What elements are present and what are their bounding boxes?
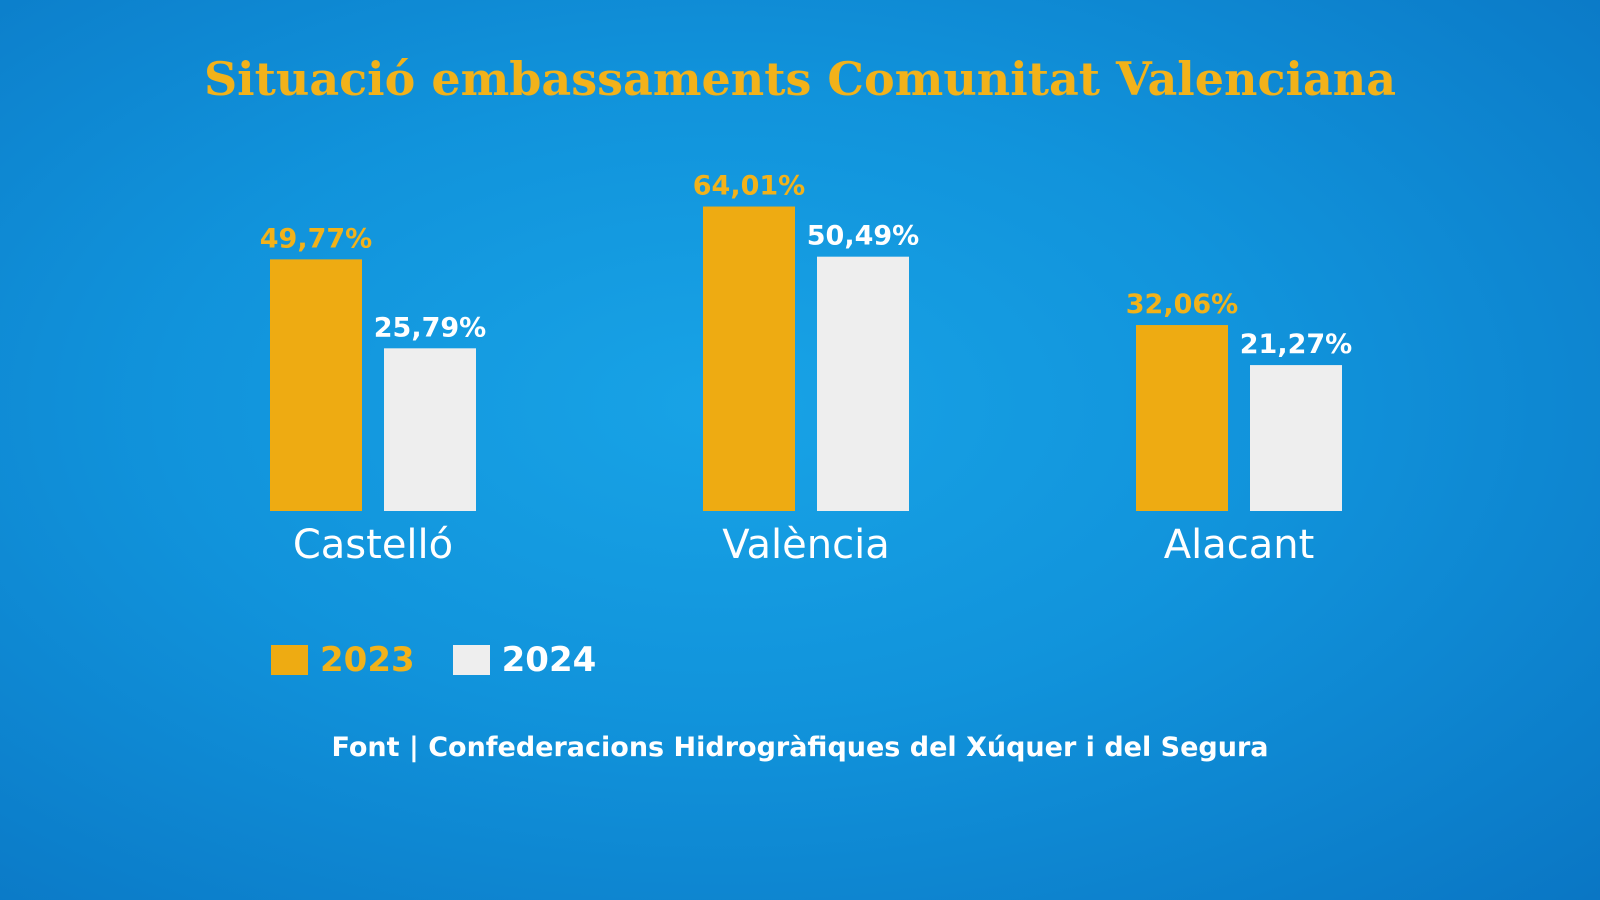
bar-2024-2: [1250, 365, 1342, 511]
legend: 2023 2024: [271, 640, 596, 680]
legend-swatch-2024: [452, 645, 490, 675]
bar-2024-1: [817, 256, 909, 511]
legend-swatch-2023: [271, 645, 308, 675]
data-label: 25,79%: [374, 312, 486, 343]
bar-2023-2: [1136, 325, 1228, 511]
category-label: València: [722, 522, 889, 568]
legend-label-2024: 2024: [501, 640, 597, 680]
data-label: 32,06%: [1126, 289, 1238, 320]
source-note: Font | Confederacions Hidrogràfiques del…: [331, 732, 1269, 763]
chart-title: Situació embassaments Comunitat Valencia…: [203, 52, 1397, 106]
data-label: 64,01%: [693, 171, 805, 202]
category-label: Castelló: [293, 522, 453, 568]
category-label: Alacant: [1164, 522, 1315, 568]
bar-2023-0: [270, 259, 362, 511]
bar-2023-1: [703, 206, 795, 512]
data-label: 50,49%: [807, 221, 919, 252]
data-label: 21,27%: [1240, 329, 1352, 360]
data-label: 49,77%: [260, 223, 372, 254]
bar-2024-0: [384, 348, 476, 511]
legend-label-2023: 2023: [320, 640, 415, 680]
